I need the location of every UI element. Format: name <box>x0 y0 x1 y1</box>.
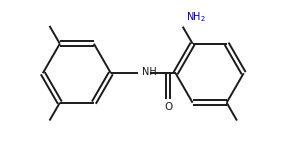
Text: NH: NH <box>142 67 157 77</box>
Text: NH$_2$: NH$_2$ <box>186 10 206 24</box>
Text: O: O <box>164 102 173 112</box>
